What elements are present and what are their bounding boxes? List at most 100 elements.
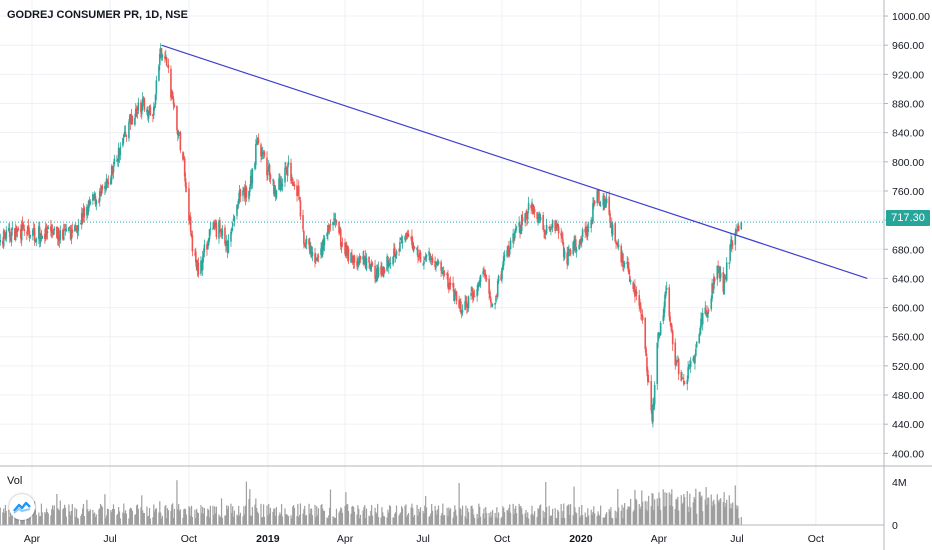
volume-bar (580, 515, 582, 525)
candle-body (430, 259, 433, 261)
candle-body (735, 229, 737, 234)
volume-bar (352, 505, 354, 525)
volume-bar (284, 508, 286, 525)
volume-bar (329, 507, 331, 525)
volume-bar (69, 511, 71, 525)
candle-body (368, 256, 370, 263)
volume-bar (292, 506, 294, 525)
volume-bar (622, 518, 624, 525)
candle-body (574, 239, 577, 251)
candle-body (680, 372, 683, 381)
candle-body (532, 204, 534, 214)
candle-body (119, 146, 122, 156)
candle-body (662, 315, 665, 322)
volume-bar (280, 504, 283, 525)
candle-body (392, 256, 394, 265)
volume-bar (94, 512, 96, 525)
candle-body (634, 290, 637, 296)
candle-body (244, 186, 247, 199)
volume-bar (405, 504, 407, 525)
candle-body (350, 252, 352, 263)
volume-bar (87, 509, 89, 525)
price-tick-label: 600.00 (892, 303, 924, 315)
candle-body (165, 57, 168, 66)
candle-body (560, 232, 562, 237)
volume-bar (27, 516, 29, 525)
candle-body (179, 132, 182, 151)
volume-bar (213, 515, 215, 525)
volume-bar (153, 504, 155, 525)
candle-body (669, 316, 671, 322)
price-tick-label: 680.00 (892, 244, 924, 256)
candle-body (32, 228, 35, 230)
candle-body (353, 255, 356, 263)
volume-bar (89, 509, 91, 525)
candle-body (466, 306, 469, 308)
candle-body (617, 244, 620, 247)
volume-bar (436, 514, 438, 525)
volume-bar (611, 517, 613, 525)
volume-bar (176, 480, 178, 525)
volume-bar (638, 503, 640, 525)
volume-bar (701, 495, 703, 525)
candle-body (183, 158, 185, 160)
candle-body (496, 295, 498, 297)
candle-body (362, 256, 364, 260)
candle-body (0, 239, 2, 243)
volume-bar (111, 512, 113, 525)
volume-bar (735, 505, 737, 525)
volume-bar (356, 514, 358, 525)
candle-body (497, 275, 500, 282)
volume-bar (74, 507, 76, 525)
volume-bar (527, 512, 529, 525)
candle-body (148, 106, 151, 113)
candle-body (638, 295, 641, 306)
candle-body (596, 190, 599, 204)
candle-body (371, 263, 374, 265)
volume-bar (56, 493, 58, 525)
volume-bar (503, 512, 506, 525)
volume-bar (106, 515, 108, 525)
volume-bar (539, 505, 541, 525)
candle-body (236, 204, 238, 216)
volume-bar (296, 515, 298, 525)
volume-bar (654, 499, 656, 525)
candle-body (554, 220, 556, 231)
candle-body (380, 265, 382, 275)
candle-body (293, 184, 296, 187)
volume-bar (410, 507, 412, 525)
volume-bar (635, 498, 637, 525)
volume-bar (412, 508, 414, 525)
candle-body (50, 226, 52, 232)
candle-body (257, 138, 260, 144)
candle-body (224, 227, 226, 244)
candle-body (32, 229, 34, 236)
candle-body (677, 358, 680, 375)
volume-bar (202, 506, 204, 525)
volume-bar (200, 505, 202, 525)
volume-bar (704, 499, 706, 525)
candle-body (134, 108, 137, 118)
volume-bar (609, 511, 611, 525)
candle-body (26, 232, 28, 234)
volume-bar (338, 512, 340, 525)
candle-body (404, 236, 406, 241)
candle-body (665, 291, 667, 297)
volume-bar (76, 517, 79, 525)
candle-body (695, 341, 698, 348)
volume-bar (370, 510, 372, 525)
candle-body (334, 218, 337, 223)
volume-bar (702, 511, 704, 525)
volume-bar (548, 505, 550, 525)
candle-body (737, 225, 740, 231)
volume-bar (413, 516, 415, 525)
candle-body (166, 66, 169, 68)
volume-bar (80, 515, 82, 525)
candle-body (406, 232, 409, 236)
candle-body (614, 223, 617, 242)
volume-bar (69, 515, 72, 525)
tradingview-logo-icon[interactable] (9, 494, 35, 520)
volume-bar (159, 501, 161, 525)
candle-body (724, 275, 726, 278)
